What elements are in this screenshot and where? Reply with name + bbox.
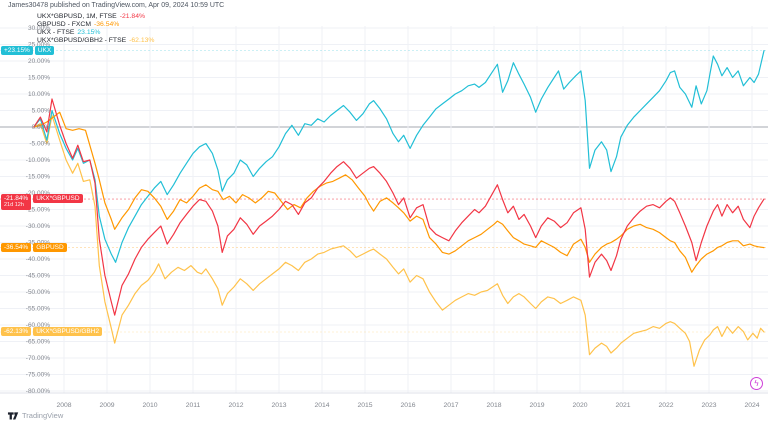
price-value-tag[interactable]: -36.54% — [1, 242, 32, 252]
publish-idea-button[interactable]: ϟ — [750, 377, 763, 390]
price-symbol-tag[interactable]: GBPUSD — [33, 242, 67, 252]
y-axis-tick-label[interactable]: -25.00% — [26, 207, 50, 214]
x-axis-tick-label[interactable]: 2021 — [615, 402, 630, 409]
legend-series-title: UKX*GBPUSD, 1M, FTSE — [37, 13, 117, 20]
legend-series-title: GBPUSD - FXCM — [37, 21, 92, 28]
series-line[interactable] — [33, 98, 765, 316]
x-axis-tick-label[interactable]: 2015 — [357, 402, 372, 409]
y-axis-tick-label[interactable]: -20.00% — [26, 190, 50, 197]
legend-series-value: -21.84% — [119, 13, 146, 20]
x-axis-tick-label[interactable]: 2017 — [443, 402, 458, 409]
y-axis-tick-label[interactable]: -70.00% — [26, 355, 50, 362]
y-axis-tick-label[interactable]: -40.00% — [26, 256, 50, 263]
y-axis-tick-label[interactable]: 5.00% — [32, 108, 51, 115]
y-axis-tick-label[interactable]: -10.00% — [26, 157, 50, 164]
y-axis-tick-label[interactable]: -5.00% — [29, 141, 50, 148]
series-line[interactable] — [33, 111, 765, 273]
y-axis-tick-label[interactable]: -65.00% — [26, 339, 50, 346]
x-axis-tick-label[interactable]: 2018 — [486, 402, 501, 409]
price-tag-UKX*GBPUSD[interactable]: -21.84% 21d 12h UKX*GBPUSD — [1, 194, 83, 211]
price-tag-GBPUSD[interactable]: -36.54% GBPUSD — [1, 242, 67, 252]
legend-item-0[interactable]: UKX*GBPUSD, 1M, FTSE -21.84% — [37, 13, 154, 21]
price-tag-UKX*GBPUSD/GBH2[interactable]: -62.13% UKX*GBPUSD/GBH2 — [1, 327, 103, 336]
price-tag-UKX[interactable]: +23.15% UKX — [1, 45, 55, 55]
price-value: -21.84% — [4, 195, 29, 203]
y-axis-tick-label[interactable]: -55.00% — [26, 306, 50, 313]
legend-series-value: -62.13% — [129, 37, 155, 44]
series-line[interactable] — [33, 49, 765, 263]
y-axis-tick-label[interactable]: 25.00% — [28, 42, 50, 49]
x-axis-tick-label[interactable]: 2012 — [228, 402, 243, 409]
x-axis-tick-label[interactable]: 2024 — [744, 402, 759, 409]
price-value-tag[interactable]: +23.15% — [1, 45, 33, 55]
price-value-tag[interactable]: -21.84% 21d 12h — [1, 194, 32, 211]
x-axis-tick-label[interactable]: 2020 — [572, 402, 587, 409]
y-axis-tick-label[interactable]: -15.00% — [26, 174, 50, 181]
legend-item-1[interactable]: GBPUSD - FXCM -36.54% — [37, 21, 154, 29]
series-line[interactable] — [33, 114, 765, 367]
legend-item-3[interactable]: UKX*GBPUSD/GBH2 - FTSE -62.13% — [37, 37, 154, 45]
price-value-tag[interactable]: -62.13% — [1, 327, 32, 336]
x-axis-tick-label[interactable]: 2023 — [701, 402, 716, 409]
y-axis-tick-label[interactable]: -30.00% — [26, 223, 50, 230]
price-symbol-tag[interactable]: UKX*GBPUSD — [33, 194, 83, 204]
chart-legend: UKX*GBPUSD, 1M, FTSE -21.84% GBPUSD - FXCM… — [37, 13, 154, 45]
y-axis-tick-label[interactable]: -45.00% — [26, 273, 50, 280]
legend-series-value: -36.54% — [94, 21, 120, 28]
y-axis-tick-label[interactable]: 20.00% — [28, 58, 50, 65]
x-axis-tick-label[interactable]: 2019 — [529, 402, 544, 409]
y-axis-tick-label[interactable]: -60.00% — [26, 322, 50, 329]
publish-attribution: James30478 published on TradingView.com,… — [8, 2, 225, 9]
y-axis-tick-label[interactable]: 15.00% — [28, 75, 50, 82]
legend-series-value: 23.15% — [77, 29, 101, 36]
x-axis-tick-label[interactable]: 2014 — [314, 402, 329, 409]
x-axis-tick-label[interactable]: 2013 — [271, 402, 286, 409]
x-axis-tick-label[interactable]: 2016 — [400, 402, 415, 409]
y-axis-tick-label[interactable]: 10.00% — [28, 91, 50, 98]
bar-countdown: 21d 12h — [4, 202, 24, 209]
tradingview-logo-icon[interactable] — [7, 410, 19, 421]
price-symbol-tag[interactable]: UKX*GBPUSD/GBH2 — [33, 327, 103, 336]
legend-item-2[interactable]: UKX - FTSE 23.15% — [37, 29, 154, 37]
legend-series-title: UKX*GBPUSD/GBH2 - FTSE — [37, 37, 127, 44]
x-axis-tick-label[interactable]: 2011 — [186, 402, 201, 409]
price-symbol-tag[interactable]: UKX — [34, 45, 55, 55]
y-axis-tick-label[interactable]: 30.00% — [28, 25, 50, 32]
x-axis-tick-label[interactable]: 2010 — [142, 402, 157, 409]
x-axis-tick-label[interactable]: 2022 — [658, 402, 673, 409]
y-axis-tick-label[interactable]: -80.00% — [26, 388, 50, 395]
y-axis-tick-label[interactable]: -50.00% — [26, 289, 50, 296]
x-axis-tick-label[interactable]: 2008 — [56, 402, 71, 409]
legend-series-title: UKX - FTSE — [37, 29, 75, 36]
lightning-icon: ϟ — [754, 378, 759, 388]
tradingview-logo-text[interactable]: TradingView — [22, 411, 64, 420]
footer: TradingView — [7, 410, 63, 421]
x-axis-tick-label[interactable]: 2009 — [99, 402, 114, 409]
y-axis-tick-label[interactable]: -75.00% — [26, 372, 50, 379]
y-axis-tick-label[interactable]: 0.00% — [32, 124, 51, 131]
